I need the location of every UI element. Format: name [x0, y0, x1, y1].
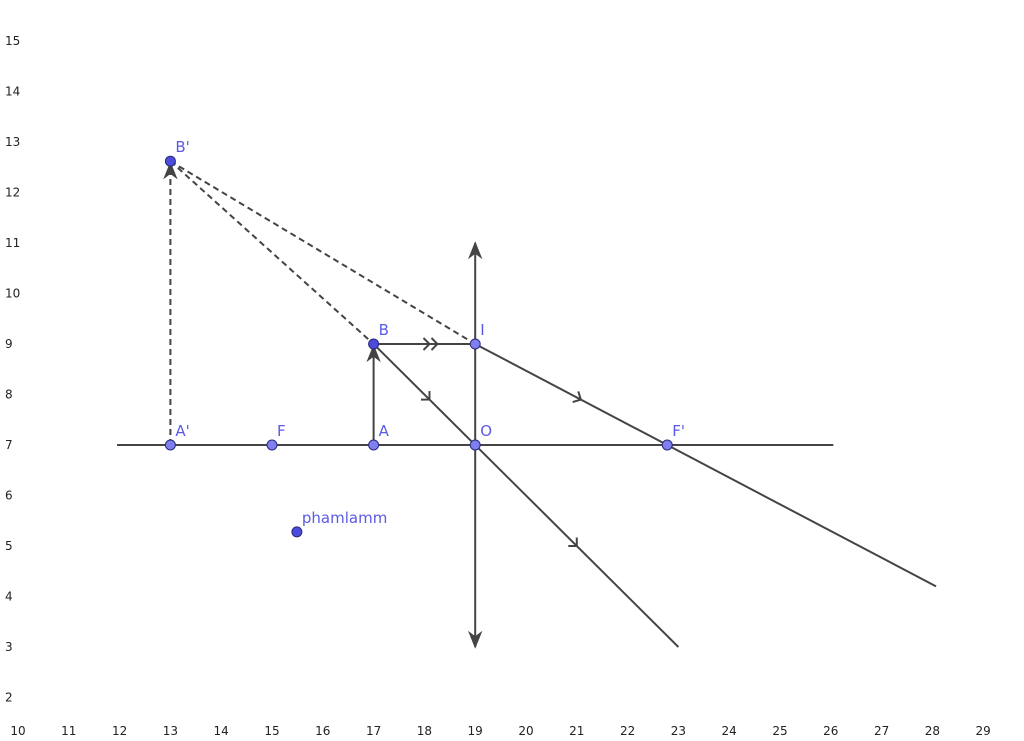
ray-refracted	[474, 343, 937, 588]
x-tick-label: 21	[569, 724, 584, 738]
direction-chevron	[568, 537, 578, 548]
x-tick-label: 28	[925, 724, 940, 738]
x-tick-label: 26	[823, 724, 838, 738]
y-tick-label: 2	[5, 691, 13, 705]
x-tick-label: 11	[61, 724, 76, 738]
point	[469, 439, 481, 451]
point	[266, 439, 278, 451]
x-tick-label: 20	[518, 724, 533, 738]
x-tick-label: 13	[163, 724, 178, 738]
y-tick-label: 4	[5, 590, 13, 604]
y-tick-label: 15	[5, 34, 20, 48]
point-label: A	[379, 422, 390, 440]
y-tick-label: 5	[5, 539, 13, 553]
x-tick-label: 18	[417, 724, 432, 738]
x-tick-label: 17	[366, 724, 381, 738]
y-tick-label: 11	[5, 236, 20, 250]
x-tick-label: 24	[722, 724, 737, 738]
virtual-ray	[169, 160, 476, 345]
x-tick-label: 14	[214, 724, 229, 738]
point	[469, 338, 481, 350]
y-tick-label: 3	[5, 640, 13, 654]
x-tick-label: 23	[671, 724, 686, 738]
ray-center	[372, 343, 680, 648]
y-tick-label: 9	[5, 337, 13, 351]
x-tick-label: 15	[264, 724, 279, 738]
point	[368, 439, 380, 451]
y-tick-label: 14	[5, 85, 20, 99]
point-label: A'	[175, 422, 189, 440]
point-label: F'	[672, 422, 685, 440]
direction-chevron	[420, 391, 431, 401]
y-tick-label: 8	[5, 388, 13, 402]
direction-chevron	[430, 337, 439, 351]
x-tick-label: 12	[112, 724, 127, 738]
y-tick-label: 13	[5, 135, 20, 149]
point-label: phamlamm	[302, 509, 387, 527]
point	[291, 526, 303, 538]
y-tick-label: 6	[5, 489, 13, 503]
point-label: B	[379, 321, 389, 339]
x-tick-label: 27	[874, 724, 889, 738]
point-label: F	[277, 422, 286, 440]
x-tick-label: 25	[772, 724, 787, 738]
point	[164, 439, 176, 451]
y-tick-label: 10	[5, 287, 20, 301]
y-tick-label: 12	[5, 186, 20, 200]
point-label: I	[480, 321, 484, 339]
point	[368, 338, 380, 350]
x-tick-label: 22	[620, 724, 635, 738]
x-tick-label: 19	[468, 724, 483, 738]
virtual-ray	[169, 160, 375, 345]
x-tick-label: 10	[10, 724, 25, 738]
point	[164, 155, 176, 167]
y-tick-label: 7	[5, 438, 13, 452]
point	[661, 439, 673, 451]
direction-chevron	[572, 391, 583, 404]
point-label: B'	[175, 138, 189, 156]
point-label: O	[480, 422, 492, 440]
x-tick-label: 29	[976, 724, 991, 738]
direction-chevron	[422, 337, 431, 351]
x-tick-label: 16	[315, 724, 330, 738]
